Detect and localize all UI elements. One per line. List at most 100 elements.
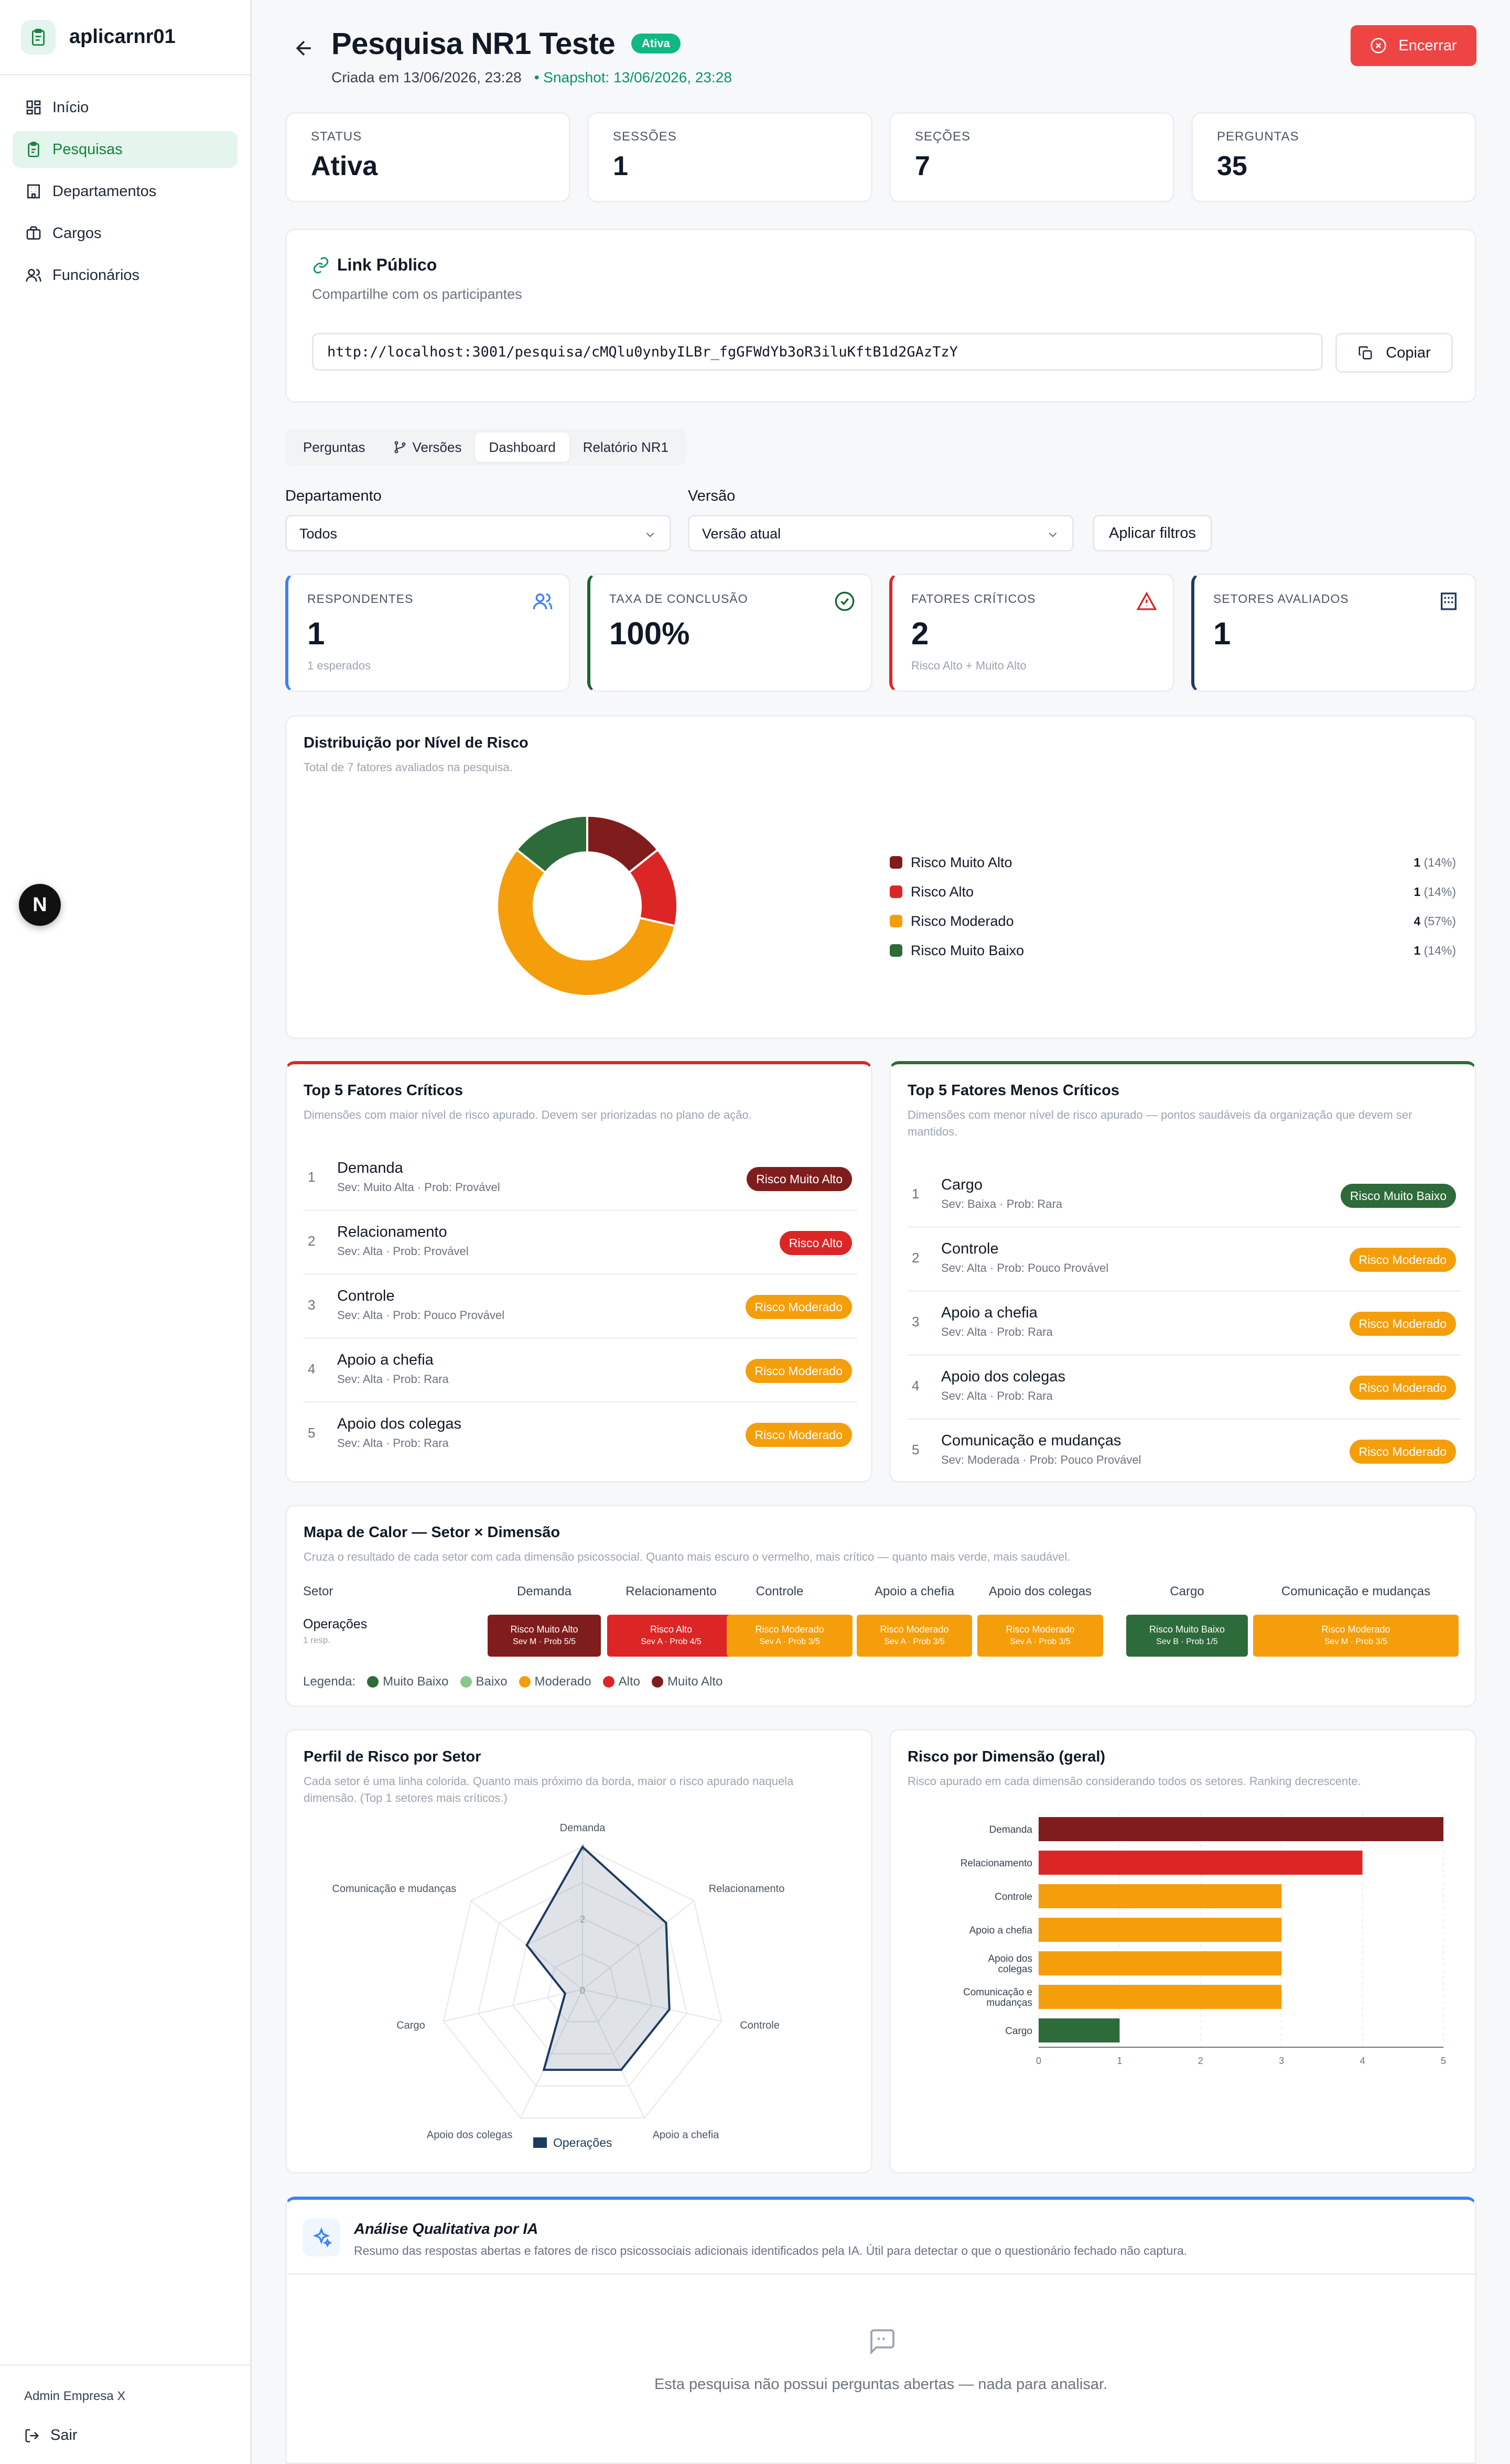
section-title: Risco por Dimensão (geral) (908, 1748, 1106, 1765)
legend-count: 1 (1414, 855, 1421, 869)
radar-series-Operações (525, 1845, 671, 2071)
factor-meta: Sev: Baixa · Prob: Rara (941, 1197, 1063, 1211)
department-filter-label: Departamento (285, 488, 382, 504)
heatmap-legend-dot (367, 1676, 379, 1688)
factor-rank: 1 (912, 1186, 920, 1202)
factor-name: Comunicação e mudanças (941, 1432, 1121, 1449)
brand[interactable]: aplicarnr01 (0, 0, 250, 75)
top-critical-card: Top 5 Fatores Críticos Dimensões com mai… (285, 1061, 872, 1483)
sidebar-nav: Início Pesquisas Departamentos Cargos Fu… (0, 75, 250, 312)
apply-filters-button[interactable]: Aplicar filtros (1093, 515, 1212, 552)
version-select[interactable]: Versão atual (688, 515, 1074, 552)
heatmap-cell[interactable]: Risco Muito Baixo Sev B · Prob 1/5 (1126, 1615, 1248, 1657)
public-url-field[interactable]: http://localhost:3001/pesquisa/cMQlu0ynb… (312, 333, 1323, 371)
bar-Relacionamento (1039, 1851, 1363, 1875)
risk-badge: Risco Alto (779, 1231, 852, 1255)
factor-name: Apoio dos colegas (941, 1368, 1065, 1385)
sidebar-item-cargos[interactable]: Cargos (13, 215, 238, 252)
user-name: Admin Empresa X (24, 2389, 126, 2403)
heatmap-cell[interactable]: Risco Moderado Sev A · Prob 3/5 (977, 1615, 1103, 1657)
factor-rank: 4 (912, 1378, 920, 1393)
warning-triangle-icon (1136, 591, 1157, 610)
section-title: Perfil de Risco por Setor (304, 1748, 481, 1765)
sidebar-item-pesquisas[interactable]: Pesquisas (13, 131, 238, 168)
factor-row: 2 Controle Sev: Alta · Prob: Pouco Prováve… (908, 1229, 1461, 1292)
kpi-value: 1 (1213, 616, 1231, 651)
ai-subtitle: Resumo das respostas abertas e fatores d… (354, 2244, 1188, 2257)
legend-label: Risco Muito Alto (911, 854, 1012, 870)
factor-name: Relacionamento (337, 1224, 447, 1240)
heatmap-cell[interactable]: Risco Moderado Sev A · Prob 3/5 (857, 1615, 972, 1657)
factor-row: 3 Apoio a chefia Sev: Alta · Prob: Rara Ris… (908, 1293, 1461, 1356)
radar-axis-line (443, 1989, 583, 2022)
public-link-title-text: Link Público (337, 255, 437, 274)
donut-slice-2 (496, 848, 677, 997)
sidebar-item-departamentos[interactable]: Departamentos (13, 173, 238, 210)
public-link-title: Link Público (312, 255, 1450, 275)
tab-dashboard[interactable]: Dashboard (475, 433, 569, 462)
risk-badge: Risco Moderado (1349, 1376, 1456, 1400)
public-link-card: Link Público Compartilhe com os particip… (285, 229, 1476, 403)
tab-relatorio-nr1[interactable]: Relatório NR1 (583, 439, 668, 455)
tab-perguntas[interactable]: Perguntas (303, 439, 365, 455)
kpi-label: FATORES CRÍTICOS (911, 592, 1036, 606)
heatmap-cell-detail: Sev A · Prob 3/5 (884, 1637, 945, 1646)
factor-rank: 5 (912, 1442, 920, 1457)
nextjs-dev-badge[interactable]: N (19, 884, 61, 926)
snapshot-date: • Snapshot: 13/06/2026, 23:28 (534, 69, 732, 85)
risk-badge: Risco Muito Baixo (1340, 1184, 1456, 1208)
stat-value: 35 (1217, 151, 1247, 181)
copy-button[interactable]: Copiar (1335, 333, 1453, 373)
bar-Controle (1039, 1884, 1282, 1908)
factor-meta: Sev: Alta · Prob: Rara (337, 1373, 449, 1386)
divider (287, 2273, 1475, 2275)
users-icon (26, 269, 41, 282)
heatmap-row-label: Operações 1 resp. (303, 1617, 367, 1646)
copy-label: Copiar (1386, 344, 1431, 361)
legend-swatch (890, 856, 902, 869)
section-title: Mapa de Calor — Setor × Dimensão (304, 1524, 560, 1541)
message-quote-icon (870, 2329, 894, 2355)
bar-tick-label: 1 (1117, 2056, 1122, 2066)
heatmap-cell[interactable]: Risco Alto Sev A · Prob 4/5 (607, 1615, 735, 1657)
heatmap-card: Mapa de Calor — Setor × Dimensão Cruza o… (285, 1505, 1476, 1707)
stat-card-status: STATUS Ativa (285, 112, 570, 202)
radar-grid-ring (512, 1917, 653, 2055)
factor-rank: 2 (912, 1250, 920, 1266)
heatmap-cell-risk: Risco Moderado (755, 1624, 824, 1635)
radar-legend-swatch (533, 2137, 547, 2148)
stat-label: STATUS (311, 129, 362, 144)
heatmap-cell-risk: Risco Muito Baixo (1149, 1624, 1225, 1635)
heatmap-cell[interactable]: Risco Moderado Sev A · Prob 3/5 (727, 1615, 853, 1657)
logout-button[interactable]: Sair (24, 2427, 228, 2444)
legend-count: 1 (1414, 943, 1421, 957)
sidebar-item-inicio[interactable]: Início (13, 89, 238, 126)
heatmap-cell[interactable]: Risco Muito Alto Sev M · Prob 5/5 (488, 1615, 601, 1657)
tab-versoes[interactable]: Versões (379, 433, 476, 462)
dimension-bar-card: Risco por Dimensão (geral) Risco apurado… (889, 1729, 1476, 2174)
legend-value: 1 (14%) (1414, 856, 1456, 870)
factor-rank: 3 (308, 1297, 316, 1313)
factor-meta: Sev: Alta · Prob: Provável (337, 1245, 469, 1258)
heatmap-cell-risk: Risco Moderado (880, 1624, 949, 1635)
back-arrow-icon[interactable] (293, 37, 316, 60)
radar-tick-label: 0 (580, 1985, 585, 1996)
radar-axis-label: Relacionamento (709, 1883, 785, 1895)
department-select[interactable]: Todos (285, 515, 671, 552)
bar-Apoio a chefia (1039, 1918, 1282, 1942)
end-survey-button[interactable]: Encerrar (1351, 25, 1476, 66)
heatmap-legend-text: Muito Alto (667, 1674, 723, 1689)
radar-axis-label: Controle (740, 2020, 780, 2031)
section-subtitle: Cada setor é uma linha colorida. Quanto … (304, 1775, 794, 1804)
stat-value: Ativa (311, 151, 378, 181)
risk-badge: Risco Muito Alto (747, 1167, 852, 1191)
heatmap-cell-detail: Sev A · Prob 3/5 (759, 1637, 820, 1646)
heatmap-legend-text: Moderado (534, 1674, 591, 1689)
radar-chart: Demanda Relacionamento Controle Apoio a che… (332, 1822, 785, 2149)
stat-label: SEÇÕES (915, 129, 971, 144)
risk-badge: Risco Moderado (1349, 1440, 1456, 1464)
stat-card-sections: SEÇÕES 7 (889, 112, 1174, 202)
heatmap-cell[interactable]: Risco Moderado Sev M · Prob 3/5 (1253, 1615, 1459, 1657)
sidebar-item-funcionarios[interactable]: Funcionários (13, 257, 238, 294)
factor-meta: Sev: Muito Alta · Prob: Provável (337, 1181, 500, 1194)
